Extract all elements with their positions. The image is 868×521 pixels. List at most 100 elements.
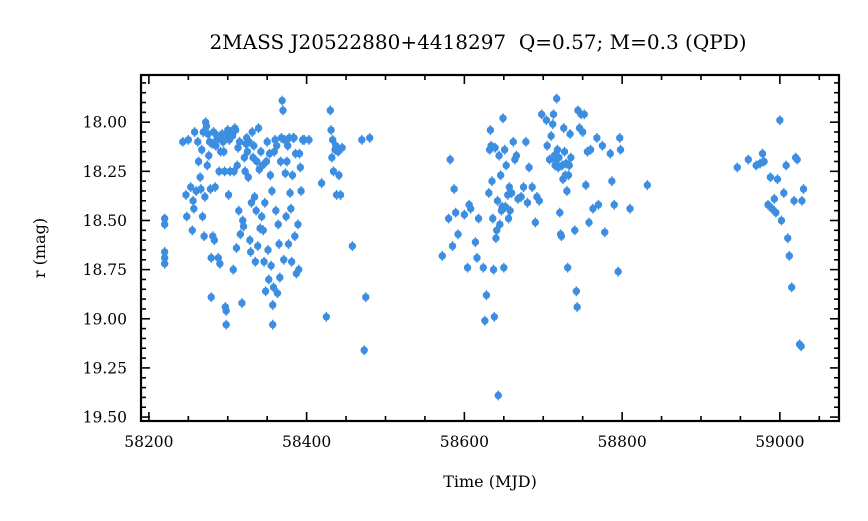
point-marker — [248, 128, 256, 136]
data-point — [502, 160, 510, 171]
point-marker — [500, 146, 509, 154]
data-point — [250, 191, 259, 202]
point-marker — [474, 214, 483, 223]
data-point — [281, 168, 290, 179]
point-marker — [560, 124, 568, 132]
point-marker — [194, 157, 203, 166]
data-point — [273, 288, 282, 299]
point-marker — [616, 134, 624, 142]
point-marker — [194, 138, 202, 146]
data-point — [335, 170, 343, 181]
data-point — [563, 262, 572, 273]
point-marker — [798, 197, 806, 205]
point-marker — [563, 187, 571, 195]
data-point — [552, 93, 561, 104]
point-marker — [486, 126, 495, 134]
point-marker — [264, 246, 272, 254]
data-point — [317, 178, 326, 189]
point-marker — [290, 134, 298, 142]
point-marker — [448, 242, 457, 250]
data-point — [560, 123, 568, 133]
data-point — [254, 123, 263, 133]
point-marker — [496, 171, 505, 179]
data-point — [269, 300, 277, 310]
point-marker — [499, 114, 507, 122]
point-marker — [229, 265, 237, 274]
point-marker — [296, 163, 305, 172]
point-marker — [542, 116, 551, 124]
point-marker — [202, 122, 211, 130]
data-point — [586, 144, 595, 155]
data-points — [160, 93, 808, 401]
data-point — [772, 207, 780, 218]
data-point — [512, 150, 521, 161]
point-marker — [504, 214, 513, 223]
data-point — [275, 239, 283, 249]
point-marker — [251, 258, 260, 266]
data-point — [474, 213, 483, 224]
point-marker — [563, 263, 572, 272]
data-point — [610, 199, 618, 210]
point-marker — [506, 206, 514, 215]
point-marker — [297, 187, 305, 195]
data-point — [194, 136, 202, 147]
point-marker — [282, 212, 290, 221]
data-point — [594, 199, 603, 210]
point-marker — [766, 173, 775, 181]
data-point — [507, 188, 516, 198]
point-marker — [573, 303, 581, 311]
data-point — [220, 166, 229, 177]
data-point — [488, 176, 496, 187]
point-marker — [287, 204, 295, 213]
data-point — [294, 219, 302, 230]
point-marker — [565, 161, 573, 170]
data-point — [290, 132, 298, 143]
data-point — [288, 170, 297, 181]
data-point — [593, 132, 601, 143]
data-point — [160, 258, 169, 269]
data-point — [446, 154, 454, 165]
data-point — [182, 190, 190, 200]
data-point — [183, 211, 191, 222]
point-marker — [275, 240, 283, 248]
point-marker — [614, 267, 622, 276]
data-point — [272, 140, 281, 151]
data-point — [643, 180, 652, 191]
point-marker — [564, 171, 573, 179]
data-point — [798, 195, 806, 206]
data-point — [228, 131, 237, 141]
data-point — [573, 302, 581, 312]
point-marker — [278, 96, 286, 105]
data-point — [240, 152, 249, 163]
point-marker — [772, 208, 780, 217]
point-marker — [235, 138, 244, 146]
point-marker — [183, 212, 191, 221]
point-marker — [553, 146, 562, 154]
data-point — [566, 129, 574, 139]
point-marker — [287, 258, 296, 266]
y-tick-label: 18.00 — [83, 114, 127, 132]
data-point — [246, 247, 255, 257]
point-marker — [305, 136, 313, 144]
data-point — [556, 207, 564, 218]
data-point — [495, 150, 503, 161]
point-marker — [328, 153, 336, 162]
data-point — [279, 105, 287, 116]
y-tick-label: 18.25 — [83, 163, 127, 181]
data-point — [327, 125, 335, 135]
point-marker — [780, 189, 788, 197]
data-point — [291, 231, 299, 242]
y-tick-label: 19.25 — [83, 359, 127, 377]
data-point — [784, 233, 792, 244]
point-marker — [286, 189, 294, 197]
point-marker — [184, 136, 193, 144]
data-point — [248, 127, 256, 137]
point-marker — [281, 169, 290, 177]
point-marker — [770, 195, 779, 203]
x-tick-label: 58200 — [124, 433, 173, 451]
data-point — [528, 182, 536, 192]
point-marker — [247, 199, 256, 207]
data-point — [582, 180, 590, 191]
point-marker — [549, 110, 558, 119]
point-marker — [259, 226, 267, 235]
